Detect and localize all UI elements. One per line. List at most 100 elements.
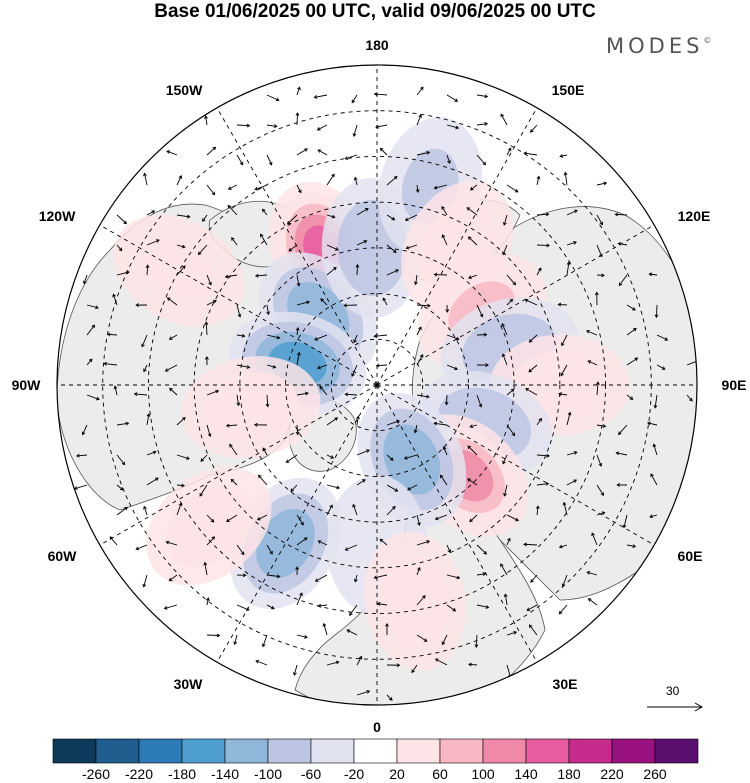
- wind-arrow: [626, 357, 639, 366]
- wind-arrow: [266, 544, 273, 555]
- wind-arrow: [654, 304, 659, 319]
- brand-text: MODES: [606, 34, 704, 58]
- colorbar-tick-label: -260: [81, 766, 111, 782]
- wind-arrow: [433, 272, 448, 277]
- wind-arrow: [469, 514, 478, 523]
- wind-arrow: [416, 514, 421, 526]
- wind-arrow: [266, 604, 275, 610]
- wind-arrow: [385, 622, 389, 636]
- colorbar-segment: [310, 738, 355, 764]
- lon-label-150e: 150E: [551, 82, 585, 98]
- wind-arrow: [206, 633, 221, 638]
- wind-arrow: [236, 154, 244, 166]
- wind-arrow: [296, 86, 301, 96]
- wind-arrow: [404, 214, 418, 222]
- lon-label-180: 180: [365, 37, 389, 53]
- wind-arrow: [146, 239, 160, 246]
- modes-logo: MODES©: [606, 34, 711, 58]
- wind-arrow: [168, 334, 178, 340]
- wind-arrow: [326, 417, 339, 426]
- wind-arrow: [320, 298, 328, 306]
- wind-arrow: [231, 237, 238, 246]
- wind-arrow: [296, 634, 308, 639]
- reference-vector-arrow: [647, 702, 704, 712]
- wind-arrow: [86, 358, 93, 366]
- wind-arrow: [503, 593, 508, 606]
- wind-arrow: [618, 274, 628, 287]
- wind-arrow: [296, 514, 304, 526]
- wind-arrow: [285, 454, 298, 463]
- colorbar-tick-label: -180: [167, 766, 197, 782]
- lon-label-30w: 30W: [173, 676, 203, 692]
- wind-arrow: [295, 424, 300, 436]
- wind-arrow: [206, 274, 212, 286]
- wind-arrow: [204, 356, 209, 366]
- wind-arrow: [566, 240, 577, 246]
- wind-arrow: [566, 479, 578, 486]
- wind-arrow: [379, 147, 388, 156]
- wind-arrow: [506, 514, 520, 522]
- wind-arrow: [653, 394, 658, 409]
- wind-vectors: [73, 86, 697, 701]
- wind-arrow: [403, 454, 418, 460]
- wind-arrow: [135, 544, 148, 551]
- wind-arrow: [467, 478, 478, 486]
- colorbar-segment: [181, 738, 226, 764]
- colorbar-tick-label: 220: [600, 766, 624, 782]
- wind-arrow: [476, 154, 487, 166]
- wind-arrow: [506, 388, 515, 396]
- colorbar-segment: [138, 738, 183, 764]
- wind-arrow: [503, 484, 508, 497]
- colorbar-tick-label: 60: [432, 766, 448, 782]
- wind-arrow: [502, 214, 508, 226]
- wind-arrow: [141, 334, 148, 348]
- wind-arrow: [467, 236, 478, 246]
- wind-arrow: [523, 542, 538, 547]
- wind-arrow: [199, 484, 208, 497]
- wind-arrow: [558, 544, 568, 549]
- wind-arrow: [506, 274, 517, 286]
- wind-arrow: [202, 214, 208, 222]
- wind-arrow: [618, 424, 628, 436]
- wind-arrow: [344, 544, 358, 551]
- wind-arrow: [135, 303, 148, 308]
- wind-arrow: [352, 503, 358, 516]
- wind-arrow: [176, 416, 186, 426]
- map-title: Base 01/06/2025 00 UTC, valid 09/06/2025…: [154, 1, 596, 22]
- wind-arrow: [536, 453, 551, 458]
- wind-arrow: [386, 484, 399, 492]
- colorbar-tick-label: -60: [300, 766, 322, 782]
- colorbar: [52, 738, 699, 764]
- wind-arrow: [416, 150, 431, 156]
- wind-arrow: [200, 454, 208, 462]
- anomaly-contour: [165, 485, 252, 567]
- wind-arrow: [415, 184, 420, 193]
- wind-arrow: [176, 454, 190, 460]
- wind-arrow: [319, 385, 328, 396]
- wind-arrow: [296, 592, 303, 606]
- wind-arrow: [585, 329, 598, 336]
- wind-arrow: [326, 173, 335, 186]
- lon-label-90w: 90W: [11, 377, 41, 393]
- wind-arrow: [258, 474, 268, 486]
- anomaly-contour: [203, 372, 299, 443]
- wind-arrow: [416, 566, 421, 576]
- wind-arrow: [433, 184, 448, 190]
- wind-arrow: [296, 300, 311, 306]
- wind-arrow: [626, 304, 636, 311]
- wind-arrow: [116, 214, 127, 225]
- colorbar-segment: [482, 738, 527, 764]
- wind-arrow: [236, 123, 251, 128]
- lon-label-30e: 30E: [552, 676, 578, 692]
- wind-arrow: [562, 501, 568, 516]
- colorbar-segment: [396, 738, 441, 764]
- wind-arrow: [112, 293, 118, 306]
- wind-arrow: [646, 421, 658, 426]
- wind-arrow: [356, 479, 366, 486]
- wind-arrow: [227, 204, 238, 216]
- wind-arrow: [656, 334, 669, 341]
- wind-arrow: [169, 387, 178, 396]
- wind-arrow: [525, 388, 538, 396]
- meridian-330: [216, 384, 378, 663]
- meridian-240: [99, 224, 378, 386]
